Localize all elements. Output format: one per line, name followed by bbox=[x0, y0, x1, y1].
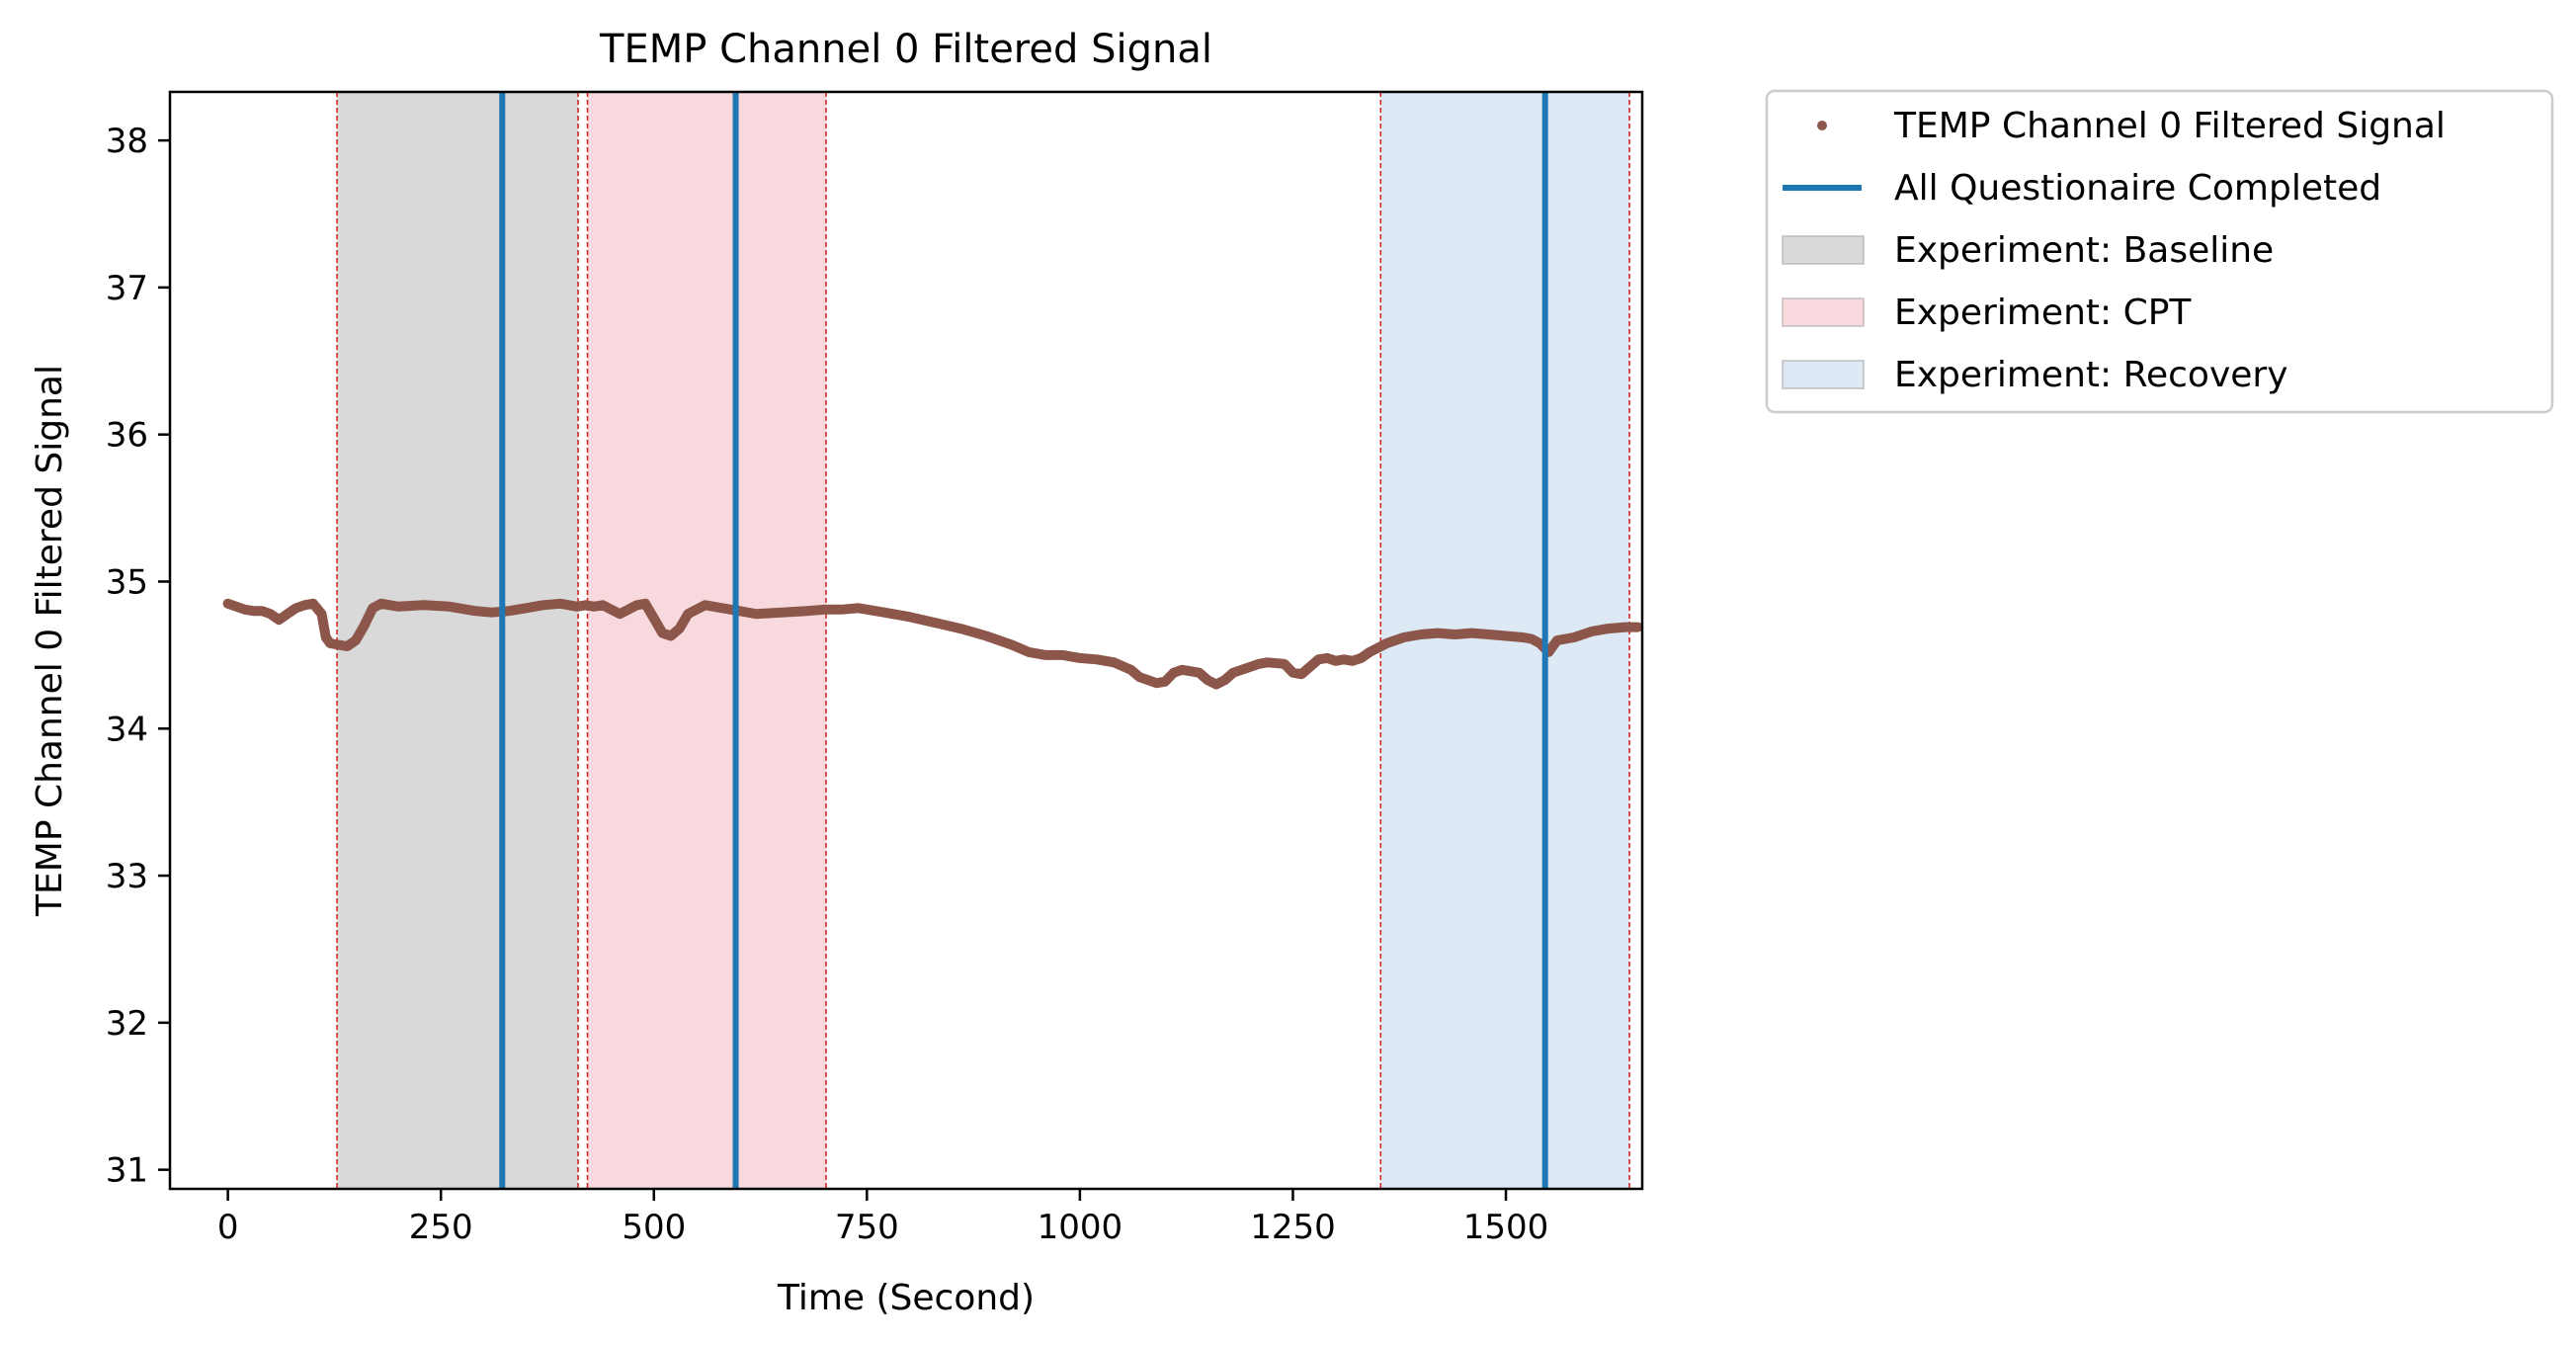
questionnaire-markers bbox=[499, 92, 1548, 1189]
x-tick-label: 1250 bbox=[1250, 1208, 1336, 1247]
y-tick-label: 36 bbox=[106, 416, 148, 456]
legend-item: Experiment: Baseline bbox=[1782, 230, 2274, 271]
y-tick-label: 34 bbox=[106, 710, 148, 749]
x-tick-label: 250 bbox=[409, 1208, 473, 1247]
legend: TEMP Channel 0 Filtered Signal All Questi… bbox=[1765, 89, 2554, 414]
data-series bbox=[222, 598, 1643, 690]
x-tick-label: 1500 bbox=[1463, 1208, 1549, 1247]
x-axis-ticks: 0 250 500 750 1000 1250 1500 bbox=[217, 1189, 1548, 1247]
x-axis-label: Time (Second) bbox=[777, 1278, 1035, 1318]
y-tick-label: 37 bbox=[106, 269, 148, 308]
legend-patch bbox=[1782, 235, 1865, 265]
y-axis-ticks: 31 32 33 34 35 36 37 38 bbox=[106, 122, 170, 1191]
legend-label: All Questionaire Completed bbox=[1894, 168, 2381, 209]
legend-item: TEMP Channel 0 Filtered Signal bbox=[1817, 106, 2446, 146]
y-tick-label: 31 bbox=[106, 1151, 148, 1191]
x-tick-label: 750 bbox=[835, 1208, 899, 1247]
y-axis-label: TEMP Channel 0 Filtered Signal bbox=[30, 365, 70, 917]
y-tick-label: 33 bbox=[106, 857, 148, 896]
legend-marker bbox=[1817, 121, 1827, 130]
legend-item: All Questionaire Completed bbox=[1783, 168, 2381, 209]
legend-patch bbox=[1782, 360, 1865, 389]
plot-frame bbox=[168, 90, 1644, 1191]
legend-patch bbox=[1782, 297, 1865, 327]
x-tick-label: 1000 bbox=[1038, 1208, 1123, 1247]
chart-title: TEMP Channel 0 Filtered Signal bbox=[599, 27, 1212, 72]
series-line-0 bbox=[222, 598, 1643, 690]
legend-label: Experiment: Baseline bbox=[1894, 230, 2274, 271]
legend-item: Experiment: Recovery bbox=[1782, 355, 2288, 395]
phase-bands bbox=[337, 92, 1630, 1189]
y-tick-label: 38 bbox=[106, 122, 148, 161]
legend-item: Experiment: CPT bbox=[1782, 293, 2192, 333]
legend-frame bbox=[1765, 89, 2554, 414]
x-tick-label: 0 bbox=[217, 1208, 239, 1247]
y-tick-label: 32 bbox=[106, 1004, 148, 1044]
legend-label: Experiment: Recovery bbox=[1894, 355, 2288, 395]
x-tick-label: 500 bbox=[622, 1208, 686, 1247]
legend-label: TEMP Channel 0 Filtered Signal bbox=[1893, 106, 2446, 146]
y-tick-label: 35 bbox=[106, 562, 148, 602]
phase-boundaries bbox=[336, 92, 1630, 1189]
phase-band-0 bbox=[337, 92, 579, 1189]
phase-band-1 bbox=[587, 92, 826, 1189]
legend-label: Experiment: CPT bbox=[1894, 293, 2192, 333]
